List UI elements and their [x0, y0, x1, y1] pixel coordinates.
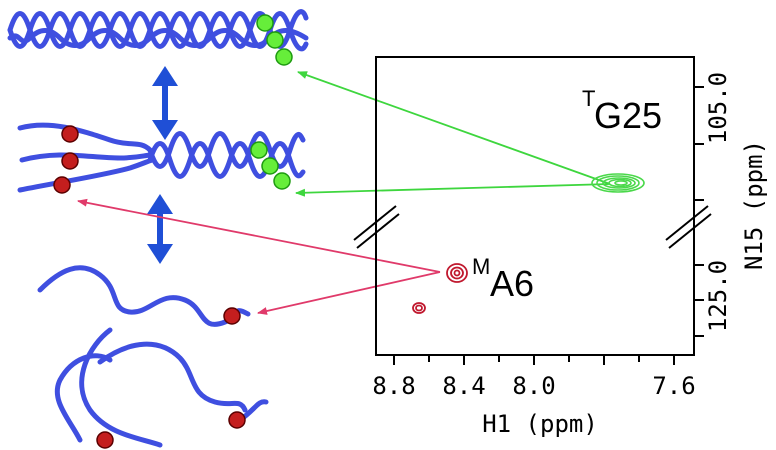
red-marker — [96, 431, 114, 449]
red-pointer-arrows — [77, 198, 441, 315]
green-markers-middle — [250, 141, 291, 190]
x-tick-label: 7.6 — [652, 372, 695, 400]
axis-break-right — [665, 205, 712, 249]
label-a6: M A6 — [472, 254, 534, 304]
label-g25-main: G25 — [594, 95, 662, 136]
x-axis-title: H1 (ppm) — [482, 410, 598, 438]
label-a6-main: A6 — [490, 263, 534, 304]
red-arrow-to-middle — [77, 198, 441, 273]
x-tick-label: 8.0 — [512, 372, 555, 400]
red-marker — [223, 307, 241, 325]
green-marker — [256, 14, 274, 32]
green-marker — [266, 31, 284, 49]
green-marker — [261, 157, 279, 175]
green-marker — [273, 172, 291, 190]
y-axis-title: N15 (ppm) — [740, 140, 768, 270]
red-markers-bottom — [96, 307, 246, 449]
spectrum-panel: 8.8 8.4 8.0 7.6 H1 (ppm) 105.0 125.0 N15… — [353, 56, 768, 438]
peak-g25 — [591, 173, 645, 193]
green-marker — [250, 141, 268, 159]
label-a6-superscript: M — [472, 254, 490, 279]
red-marker — [228, 411, 246, 429]
green-markers-top — [256, 14, 293, 66]
green-arrow-to-top — [297, 71, 611, 185]
axis-break-left — [353, 205, 400, 249]
x-axis-ticks — [393, 355, 675, 365]
partial-helix-middle — [17, 122, 306, 193]
red-marker — [61, 152, 79, 170]
y-axis-ticks — [694, 86, 704, 337]
peak-a6-minor — [412, 302, 426, 314]
equilibrium-arrow-1 — [152, 66, 178, 140]
peak-a6 — [446, 263, 468, 283]
red-markers-middle — [53, 125, 79, 194]
red-marker — [61, 125, 79, 143]
green-marker — [275, 48, 293, 66]
red-arrow-to-bottom — [257, 271, 441, 315]
label-g25-superscript: T — [582, 86, 595, 111]
random-coil-bottom — [37, 265, 269, 448]
equilibrium-arrow-2 — [147, 194, 173, 264]
green-pointer-arrows — [295, 71, 611, 197]
red-marker — [53, 176, 71, 194]
triple-helix-top — [7, 9, 309, 52]
x-tick-label: 8.4 — [442, 372, 485, 400]
y-tick-label: 125.0 — [704, 260, 732, 332]
green-arrow-to-middle — [295, 183, 611, 197]
y-tick-label: 105.0 — [704, 72, 732, 144]
label-g25: T G25 — [582, 86, 662, 136]
x-tick-label: 8.8 — [372, 372, 415, 400]
